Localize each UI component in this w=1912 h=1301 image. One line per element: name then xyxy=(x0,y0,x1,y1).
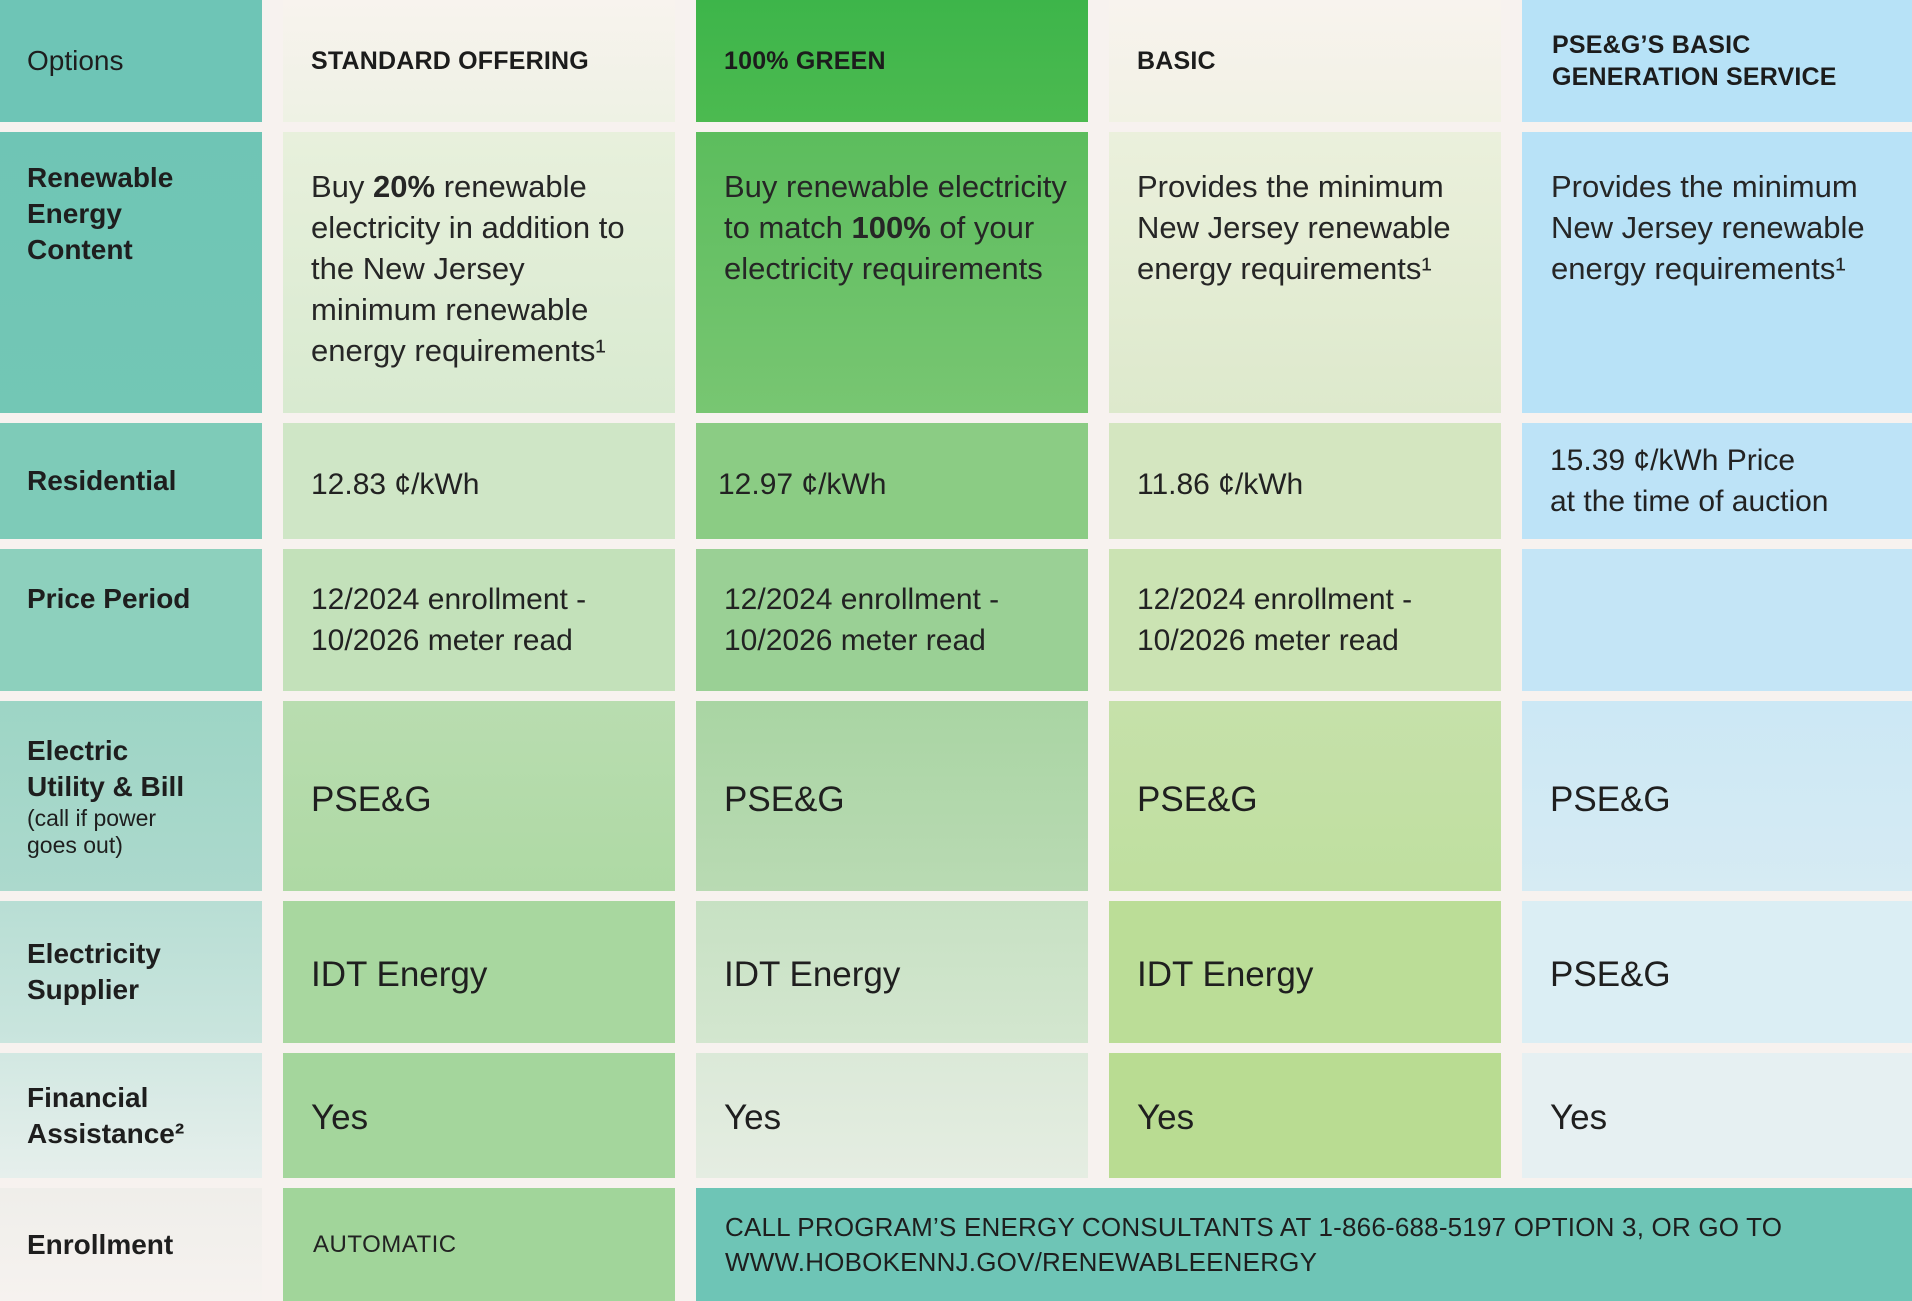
basic-financial: Yes xyxy=(1109,1053,1501,1178)
basic-financial-value: Yes xyxy=(1137,1097,1195,1137)
pseg-financial-value: Yes xyxy=(1550,1097,1608,1137)
standard-renewable-content: Buy 20% renewable electricity in additio… xyxy=(283,132,675,413)
pseg-supplier: PSE&G xyxy=(1522,901,1912,1043)
utility-note-line1: (call if power xyxy=(27,805,157,831)
price-period-label: Price Period xyxy=(27,583,191,614)
basic-residential-price: 11.86 ¢/kWh xyxy=(1109,423,1501,539)
basic-supplier: IDT Energy xyxy=(1109,901,1501,1043)
basic-price-value: 11.86 ¢/kWh xyxy=(1137,467,1304,501)
pseg-supplier-value: PSE&G xyxy=(1550,955,1671,994)
green-utility-value: PSE&G xyxy=(724,780,845,819)
standard-price-period: 12/2024 enrollment - 10/2026 meter read xyxy=(283,549,675,691)
row-label-price-period: Price Period xyxy=(0,549,262,691)
renewable-label-line3: Content xyxy=(27,234,133,265)
standard-renewable-percent: 20% xyxy=(373,169,436,204)
standard-utility: PSE&G xyxy=(283,701,675,891)
green-supplier: IDT Energy xyxy=(696,901,1088,1043)
supplier-label-line2: Supplier xyxy=(27,974,140,1005)
basic-renewable-text: Provides the minimum New Jersey renewabl… xyxy=(1137,169,1451,286)
green-renewable-post: of your electricity requirements xyxy=(724,210,1043,286)
row-label-electricity-supplier: Electricity Supplier xyxy=(0,901,262,1043)
green-period-line2: 10/2026 meter read xyxy=(724,624,986,657)
pseg-title-line2: GENERATION SERVICE xyxy=(1552,63,1837,91)
standard-residential-price: 12.83 ¢/kWh xyxy=(283,423,675,539)
utility-label-line2: Utility & Bill xyxy=(27,771,185,802)
standard-period-line1: 12/2024 enrollment - xyxy=(311,583,587,616)
pseg-price-line1: 15.39 ¢/kWh Price xyxy=(1550,444,1796,477)
standard-price-value: 12.83 ¢/kWh xyxy=(311,467,480,501)
standard-supplier: IDT Energy xyxy=(283,901,675,1043)
standard-renewable-post: renewable electricity in addition to the… xyxy=(311,169,625,368)
pseg-utility-value: PSE&G xyxy=(1550,780,1671,819)
basic-price-period: 12/2024 enrollment - 10/2026 meter read xyxy=(1109,549,1501,691)
pseg-price-line2: at the time of auction xyxy=(1550,485,1829,518)
green-supplier-value: IDT Energy xyxy=(724,955,901,994)
basic-utility-value: PSE&G xyxy=(1137,780,1258,819)
options-label: Options xyxy=(27,45,124,76)
utility-label-line1: Electric xyxy=(27,735,129,766)
row-label-financial-assistance: Financial Assistance² xyxy=(0,1053,262,1178)
standard-renewable-pre: Buy xyxy=(311,169,374,204)
pseg-renewable-content: Provides the minimum New Jersey renewabl… xyxy=(1522,132,1912,413)
green-residential-price: 12.97 ¢/kWh xyxy=(696,423,1088,539)
basic-period-line1: 12/2024 enrollment - xyxy=(1137,583,1413,616)
green-title: 100% GREEN xyxy=(724,47,886,75)
standard-supplier-value: IDT Energy xyxy=(311,955,488,994)
standard-period-line2: 10/2026 meter read xyxy=(311,624,573,657)
renewable-label-line1: Renewable xyxy=(27,162,174,193)
financial-label-line1: Financial xyxy=(27,1081,149,1113)
header-standard-offering: STANDARD OFFERING xyxy=(283,0,675,122)
enrollment-call-line1: CALL PROGRAM’S ENERGY CONSULTANTS AT 1-8… xyxy=(725,1211,1783,1242)
pseg-utility: PSE&G xyxy=(1522,701,1912,891)
header-pseg-bgs: PSE&G’S BASIC GENERATION SERVICE xyxy=(1522,0,1912,122)
green-utility: PSE&G xyxy=(696,701,1088,891)
basic-utility: PSE&G xyxy=(1109,701,1501,891)
standard-offering-title: STANDARD OFFERING xyxy=(311,47,589,75)
pseg-title-line1: PSE&G’S BASIC xyxy=(1552,31,1751,59)
green-price-value: 12.97 ¢/kWh xyxy=(718,467,887,501)
standard-financial: Yes xyxy=(283,1053,675,1178)
green-financial-value: Yes xyxy=(724,1097,782,1137)
row-label-renewable: Renewable Energy Content xyxy=(0,132,262,413)
supplier-label-line1: Electricity xyxy=(27,938,161,969)
pseg-renewable-text: Provides the minimum New Jersey renewabl… xyxy=(1551,169,1865,286)
green-financial: Yes xyxy=(696,1053,1088,1178)
green-renewable-pre: Buy renewable electricity to match xyxy=(724,169,1067,245)
residential-label: Residential xyxy=(27,465,177,496)
row-label-electric-utility: Electric Utility & Bill (call if power g… xyxy=(0,701,262,891)
enrollment-website-link[interactable]: WWW.HOBOKENNJ.GOV/RENEWABLEENERGY xyxy=(725,1246,1318,1277)
header-options: Options xyxy=(0,0,262,122)
green-renewable-content: Buy renewable electricity to match 100% … xyxy=(696,132,1088,413)
financial-label-line2: Assistance² xyxy=(27,1117,185,1149)
basic-renewable-content: Provides the minimum New Jersey renewabl… xyxy=(1109,132,1501,413)
basic-supplier-value: IDT Energy xyxy=(1137,955,1314,994)
green-period-line1: 12/2024 enrollment - xyxy=(724,583,1000,616)
green-price-period: 12/2024 enrollment - 10/2026 meter read xyxy=(696,549,1088,691)
standard-utility-value: PSE&G xyxy=(311,780,432,819)
row-label-residential: Residential xyxy=(0,423,262,539)
utility-note-line2: goes out) xyxy=(27,832,123,858)
renewable-label-line2: Energy xyxy=(27,198,122,229)
pseg-price-period xyxy=(1522,549,1912,691)
standard-financial-value: Yes xyxy=(311,1097,369,1137)
pseg-financial: Yes xyxy=(1522,1053,1912,1178)
pseg-residential-price: 15.39 ¢/kWh Price at the time of auction xyxy=(1522,423,1912,539)
header-100-green: 100% GREEN xyxy=(696,0,1088,122)
basic-period-line2: 10/2026 meter read xyxy=(1137,624,1399,657)
green-renewable-percent: 100% xyxy=(851,210,931,245)
basic-title: BASIC xyxy=(1137,47,1216,75)
header-basic: BASIC xyxy=(1109,0,1501,122)
